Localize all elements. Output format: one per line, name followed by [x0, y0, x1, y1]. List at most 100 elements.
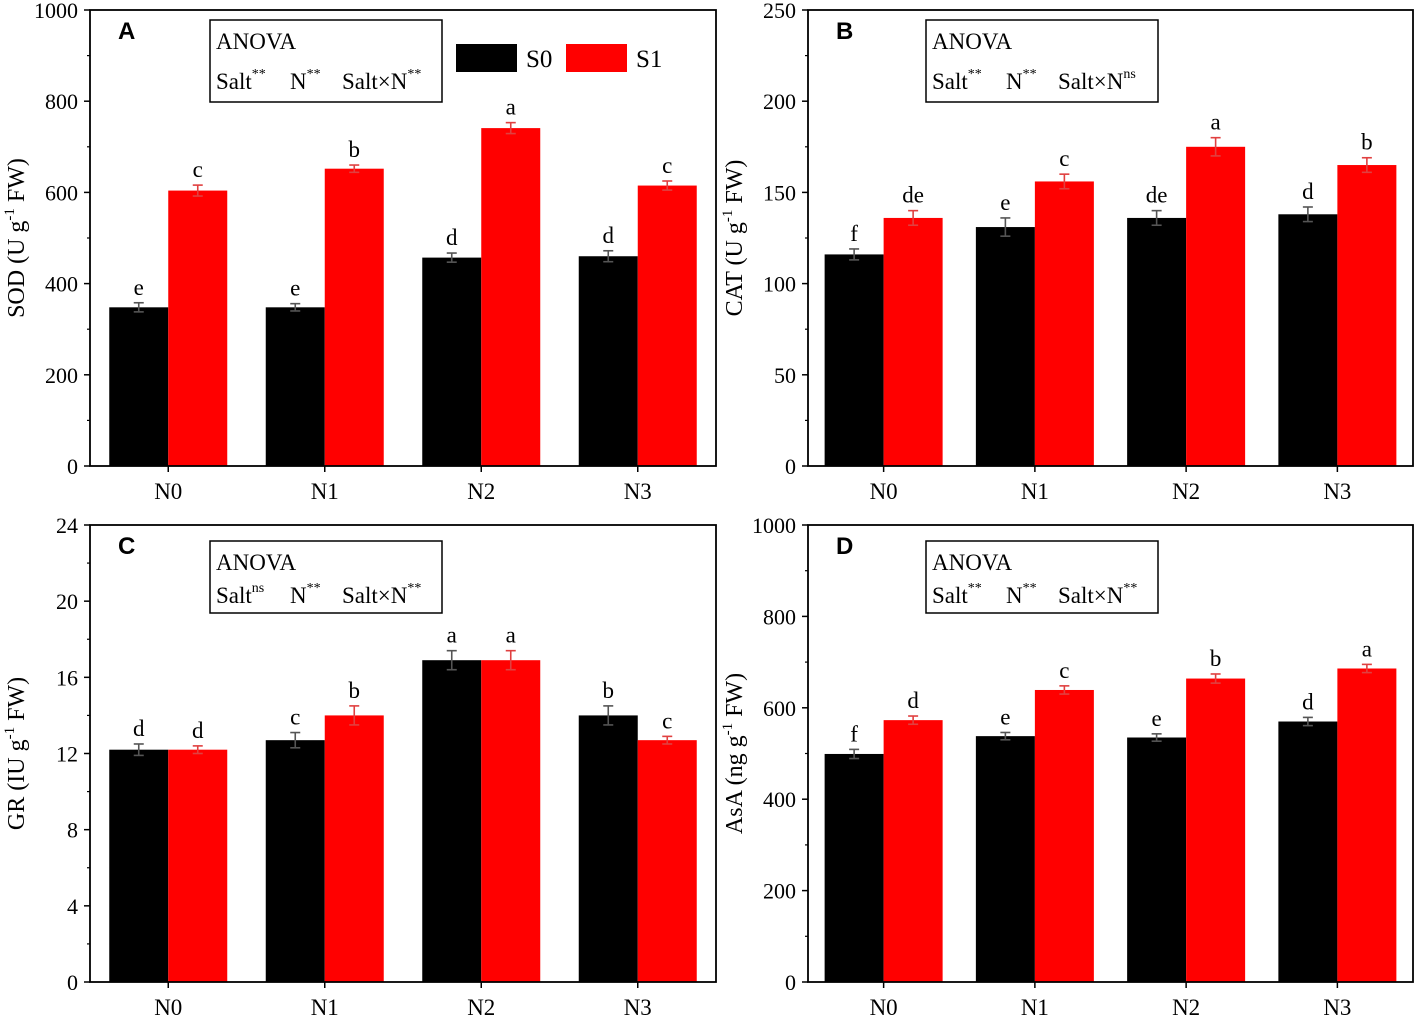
- anova-box: [925, 540, 1159, 614]
- error-bar-s0-n2: [446, 649, 457, 671]
- panel-b: f de N0 e c N1 de a N2 d b N3 0 50 100 150 200 250 CAT (U …: [720, 0, 1414, 504]
- significance-letter-s1-n1: b: [349, 678, 361, 703]
- x-tick-label-n0: N0: [154, 479, 182, 504]
- significance-letter-s0-n1: e: [1000, 704, 1010, 729]
- error-bar-s1-n1: [1059, 173, 1070, 190]
- significance-letter-s1-n0: d: [907, 688, 919, 713]
- error-bar-s0-n1: [290, 302, 301, 312]
- y-axis-label-unit: FW): [722, 673, 748, 723]
- bar-s0-n3: [578, 715, 638, 982]
- plot-frame: [89, 9, 717, 467]
- y-tick-label: 1000: [752, 513, 796, 538]
- significance-letter-s1-n0: d: [192, 718, 204, 743]
- error-bar-s0-n0: [849, 248, 860, 261]
- anova-term-3: Salt×N**: [1058, 581, 1137, 608]
- significance-letter-s1-n3: b: [1361, 130, 1373, 155]
- y-tick-label: 4: [67, 894, 78, 919]
- y-tick-label: 600: [45, 180, 78, 205]
- panel-letter: A: [118, 18, 135, 45]
- error-bar-s1-n1: [1059, 685, 1070, 695]
- y-tick-label: 800: [45, 89, 78, 114]
- bar-s0-n0: [109, 307, 169, 466]
- panel-c: d d N0 c b N1 a a N2 b c N3 0 4 8 12 16 20 24 GR (IU g-1 FW…: [2, 513, 717, 1017]
- significance-letter-s0-n2: d: [446, 225, 458, 250]
- error-bar-s1-n2: [505, 649, 516, 671]
- error-bar-s0-n3: [1302, 206, 1313, 223]
- x-tick-label-n1: N1: [1021, 995, 1049, 1017]
- x-tick-label-n3: N3: [624, 995, 652, 1017]
- y-axis-label-superscript: -1: [720, 723, 736, 736]
- error-bar-s1-n3: [662, 735, 673, 745]
- y-tick-label: 16: [56, 665, 78, 690]
- bar-s1-n0: [168, 749, 228, 982]
- y-tick-label: 0: [785, 454, 796, 479]
- error-bar-s1-n0: [908, 715, 919, 726]
- x-tick-label-n0: N0: [154, 995, 182, 1017]
- bar-s1-n2: [1186, 146, 1246, 467]
- y-tick-label: 8: [67, 818, 78, 843]
- y-axis-label-superscript: -1: [2, 727, 18, 740]
- y-tick-label: 400: [45, 272, 78, 297]
- anova-term-significance: **: [968, 581, 982, 596]
- x-tick-label-n2: N2: [1172, 995, 1200, 1017]
- bar-s1-n2: [1186, 678, 1246, 982]
- error-bar-s0-n1: [1000, 217, 1011, 237]
- anova-title: ANOVA: [216, 29, 296, 54]
- bar-s0-n3: [578, 256, 638, 466]
- legend-label-s0: S0: [526, 46, 552, 73]
- bar-s0-n2: [422, 660, 482, 982]
- y-tick-label: 0: [67, 454, 78, 479]
- significance-letter-s0-n2: de: [1146, 183, 1168, 208]
- y-tick-label: 250: [763, 0, 796, 23]
- y-axis-label-main: AsA (ng g: [722, 735, 748, 834]
- x-tick-label-n3: N3: [1323, 995, 1351, 1017]
- panel-letter: C: [118, 533, 135, 560]
- anova-term-name: Salt: [932, 583, 968, 608]
- anova-term-name: Salt×N: [342, 583, 408, 608]
- bar-s0-n3: [1278, 721, 1338, 982]
- error-bar-s1-n2: [1210, 136, 1221, 157]
- error-bar-s0-n3: [603, 705, 614, 726]
- significance-letter-s0-n3: d: [1302, 689, 1314, 714]
- y-axis-label: AsA (ng g-1 FW): [720, 673, 748, 834]
- bar-s0-n0: [824, 254, 884, 466]
- significance-letter-s0-n0: f: [850, 721, 858, 746]
- significance-letter-s0-n3: b: [603, 678, 615, 703]
- y-tick-label: 0: [67, 970, 78, 995]
- x-tick-label-n3: N3: [624, 479, 652, 504]
- anova-term-3: Salt×Nns: [1058, 67, 1136, 94]
- significance-letter-s1-n2: a: [506, 623, 516, 648]
- significance-letter-s0-n0: d: [133, 716, 145, 741]
- error-bar-s0-n3: [603, 249, 614, 263]
- anova-term-2: N**: [290, 581, 321, 608]
- y-axis-label-unit: FW): [4, 158, 30, 208]
- anova-title: ANOVA: [216, 550, 296, 575]
- anova-title: ANOVA: [932, 29, 1012, 54]
- y-axis-label-unit: FW): [4, 677, 30, 727]
- y-axis-label: GR (IU g-1 FW): [2, 677, 30, 830]
- anova-term-1: Salt**: [932, 581, 982, 608]
- y-tick-label: 50: [774, 363, 796, 388]
- bar-s1-n1: [324, 168, 384, 467]
- bar-s1-n1: [1034, 181, 1094, 466]
- anova-term-significance: **: [1023, 581, 1037, 596]
- anova-term-significance: **: [1023, 67, 1037, 82]
- anova-term-3: Salt×N**: [342, 67, 421, 94]
- bar-s0-n0: [109, 749, 169, 982]
- error-bar-s0-n1: [1000, 731, 1011, 741]
- bar-s0-n0: [824, 753, 884, 982]
- anova-term-significance: ns: [1123, 67, 1135, 82]
- error-bar-s0-n1: [290, 731, 301, 749]
- y-axis-label-main: SOD (U g: [4, 221, 30, 318]
- significance-letter-s1-n2: b: [1210, 646, 1222, 671]
- error-bar-s1-n0: [192, 184, 203, 197]
- bar-s1-n0: [883, 720, 943, 982]
- bar-s1-n3: [637, 185, 697, 466]
- error-bar-s0-n2: [1151, 733, 1162, 742]
- bar-s1-n1: [324, 715, 384, 982]
- x-tick-label-n0: N0: [870, 479, 898, 504]
- error-bar-s0-n0: [849, 748, 860, 760]
- error-bar-s1-n2: [505, 121, 516, 135]
- anova-term-significance: ns: [252, 581, 264, 596]
